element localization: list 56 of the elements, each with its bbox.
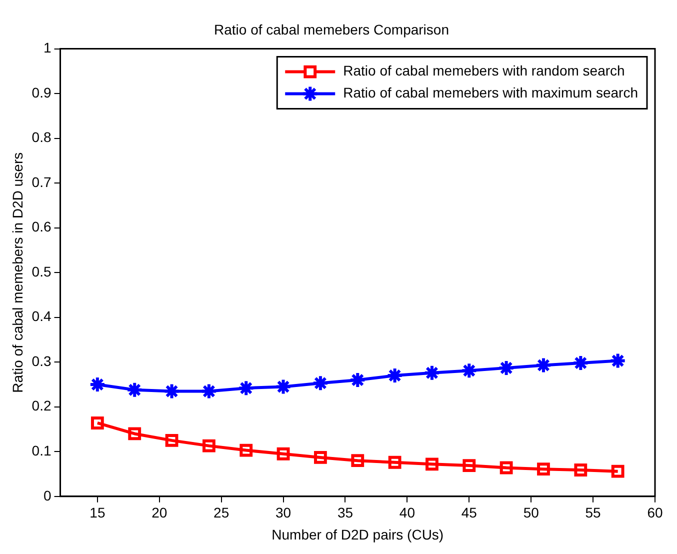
point	[202, 439, 216, 452]
point	[163, 382, 180, 400]
x-tick-label: 40	[399, 504, 416, 521]
point	[128, 427, 142, 440]
point	[500, 461, 513, 474]
x-tick-label: 15	[90, 504, 106, 521]
point	[388, 456, 402, 469]
x-axis-title: Number of D2D pairs (CUs)	[272, 526, 444, 542]
y-tick-label: 0.3	[32, 352, 52, 369]
point	[238, 380, 255, 397]
y-tick-label: 0.2	[32, 398, 52, 414]
point	[423, 364, 440, 382]
y-tick-label: 0.7	[32, 174, 52, 190]
point	[462, 459, 476, 472]
point	[460, 362, 478, 380]
x-tick-label: 35	[337, 504, 354, 521]
point	[498, 359, 515, 376]
legend-label: Ratio of cabal memebers with maximum search	[343, 84, 638, 101]
point	[126, 381, 144, 398]
x-tick-label: 60	[647, 504, 663, 521]
y-tick-label: 0	[43, 487, 52, 504]
point	[276, 447, 290, 460]
point	[574, 464, 588, 476]
point	[349, 372, 366, 389]
point	[90, 416, 104, 430]
y-tick-label: 0.5	[32, 263, 52, 280]
point	[314, 451, 327, 464]
point	[534, 356, 552, 374]
point	[426, 458, 438, 471]
x-tick-label: 45	[461, 504, 478, 521]
x-tick-label: 50	[523, 504, 540, 521]
y-tick-label: 0.1	[32, 442, 52, 458]
y-tick-label: 0.9	[32, 84, 52, 100]
point	[312, 374, 329, 392]
point	[351, 454, 364, 468]
legend-label: Ratio of cabal memebers with random search	[343, 62, 625, 79]
point	[165, 434, 178, 447]
point	[274, 378, 292, 396]
point	[537, 462, 550, 476]
point	[88, 376, 106, 393]
point	[611, 464, 624, 478]
y-tick-label: 0.8	[32, 129, 52, 146]
point	[572, 354, 590, 372]
y-tick-label: 0.4	[32, 308, 52, 324]
chart-title: Ratio of cabal memebers Comparison	[214, 21, 449, 38]
point	[386, 367, 404, 384]
point	[609, 352, 626, 370]
y-tick-label: 0.6	[32, 218, 52, 235]
x-tick-label: 25	[214, 504, 230, 521]
y-axis-title: Ratio of cabal memebers in D2D users	[9, 152, 26, 393]
x-tick-label: 55	[585, 504, 602, 521]
point	[200, 382, 218, 400]
x-tick-label: 20	[152, 504, 168, 521]
x-tick-label: 30	[276, 504, 292, 521]
point	[240, 444, 253, 457]
y-tick-label: 1	[43, 40, 52, 56]
